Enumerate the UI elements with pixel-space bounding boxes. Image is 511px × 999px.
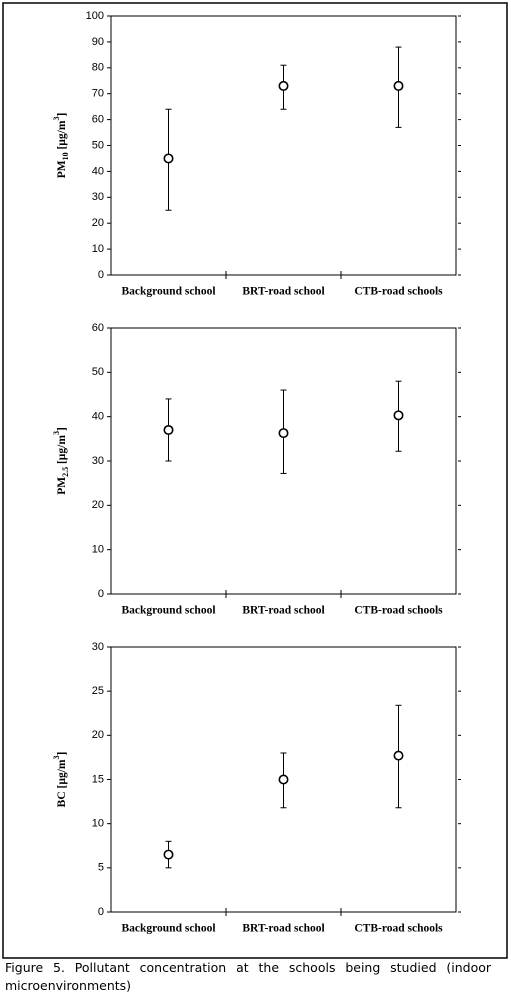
y-axis-label: PM10 [µg/m3]: [52, 113, 70, 179]
y-tick-label: 80: [92, 62, 104, 74]
y-axis-label-part: [µg/m: [56, 120, 68, 152]
y-tick-label: 20: [92, 217, 104, 229]
point: [163, 424, 174, 435]
y-axis-label-part: 3: [52, 756, 61, 760]
y-tick-label: 15: [92, 773, 104, 785]
x-tick-label: CTB-road schools: [354, 605, 443, 617]
y-tick-label: 10: [92, 243, 104, 255]
y-tick-label: 50: [92, 139, 104, 151]
point: [393, 410, 404, 421]
y-tick-label: 40: [92, 411, 104, 423]
point: [393, 750, 404, 761]
x-tick-label: Background school: [121, 286, 215, 298]
y-tick-label: 30: [92, 455, 104, 467]
figure-frame: [2, 2, 508, 959]
x-tick-label: BRT-road school: [242, 286, 324, 298]
x-tick-label: CTB-road schools: [354, 286, 443, 298]
y-axis-label: BC [µg/m3]: [52, 752, 67, 808]
plot-area: [110, 15, 457, 276]
y-tick-label: 60: [92, 322, 104, 334]
y-axis-label-part: ]: [56, 427, 68, 431]
y-axis-label-part: ]: [56, 113, 68, 117]
y-axis-label-part: BC [µg/m: [56, 759, 68, 807]
y-tick-label: 30: [92, 191, 104, 203]
point: [278, 774, 289, 785]
y-axis-label-part: PM: [56, 477, 68, 495]
x-tick-label: CTB-road schools: [354, 923, 443, 935]
point: [278, 80, 289, 91]
y-tick-label: 40: [92, 165, 104, 177]
point: [393, 80, 404, 91]
point: [163, 153, 174, 164]
x-tick-label: Background school: [121, 605, 215, 617]
y-axis-label-part: 2.5: [61, 467, 70, 477]
y-tick-label: 20: [92, 729, 104, 741]
y-tick-label: 0: [98, 588, 104, 600]
y-axis-label: PM2.5 [µg/m3]: [52, 427, 70, 495]
y-axis-label-part: [µg/m: [56, 435, 68, 467]
y-tick-label: 0: [98, 269, 104, 281]
y-tick-label: 30: [92, 641, 104, 653]
y-axis-label-part: PM: [56, 160, 68, 178]
y-axis-label-part: 10: [61, 152, 70, 160]
point: [278, 428, 289, 439]
y-axis-label-part: 3: [52, 431, 61, 435]
y-tick-label: 0: [98, 906, 104, 918]
y-tick-label: 100: [86, 10, 104, 22]
y-axis-label-part: ]: [56, 752, 68, 756]
caption: Figure 5. Pollutant concentration at the…: [5, 960, 491, 993]
y-tick-label: 10: [92, 818, 104, 830]
y-tick-label: 60: [92, 114, 104, 126]
x-tick-label: Background school: [121, 923, 215, 935]
y-axis-label-part: 3: [52, 117, 61, 121]
y-tick-label: 5: [98, 862, 104, 874]
y-tick-label: 10: [92, 544, 104, 556]
x-tick-label: BRT-road school: [242, 605, 324, 617]
y-tick-label: 70: [92, 88, 104, 100]
y-tick-label: 90: [92, 36, 104, 48]
point: [163, 849, 174, 860]
y-tick-label: 20: [92, 499, 104, 511]
x-tick-label: BRT-road school: [242, 923, 324, 935]
y-tick-label: 25: [92, 685, 104, 697]
y-tick-label: 50: [92, 366, 104, 378]
